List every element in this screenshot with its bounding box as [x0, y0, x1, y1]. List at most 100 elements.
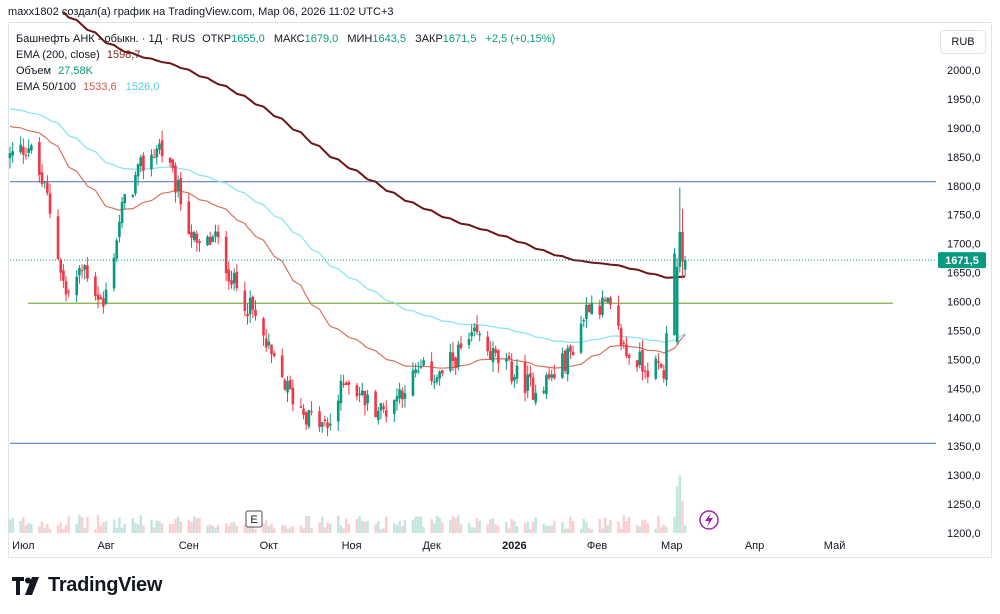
candle-body	[683, 260, 687, 270]
candle	[227, 261, 231, 290]
price-tick-label: 1350,0	[947, 441, 981, 453]
candle	[43, 180, 46, 189]
candle-body	[318, 411, 321, 428]
candle	[318, 406, 321, 432]
candle-body	[310, 411, 313, 413]
candle	[601, 290, 604, 318]
volume-bar	[433, 523, 436, 533]
candle	[280, 348, 284, 378]
candle	[441, 369, 444, 377]
tradingview-logo[interactable]: TradingView	[12, 574, 162, 597]
volume-bar	[582, 518, 585, 533]
candle-body	[224, 236, 228, 274]
candle-body	[379, 403, 383, 411]
candle	[19, 136, 22, 155]
volume-bar	[329, 523, 332, 533]
candle	[553, 364, 556, 380]
ema100-value: 1526,0	[125, 81, 160, 93]
volume-bar	[590, 529, 593, 533]
candle	[118, 214, 121, 243]
price-tick-label: 1450,0	[947, 383, 981, 395]
low-value: 1643,5	[372, 33, 406, 45]
candle	[198, 239, 201, 252]
candle	[515, 358, 519, 384]
candle	[27, 139, 30, 158]
candle	[400, 387, 404, 409]
candle	[473, 322, 476, 337]
candle-body	[280, 355, 284, 378]
high-value: 1679,0	[304, 33, 339, 45]
volume-bar	[681, 500, 684, 533]
candle	[190, 224, 193, 248]
candle-body	[347, 382, 351, 385]
volume-bar	[75, 523, 78, 533]
price-axis[interactable]: 2000,0 1950,0 1900,0 1850,0 1800,0 1750,0 1700…	[947, 65, 981, 540]
candle	[230, 270, 233, 289]
candle	[643, 365, 647, 380]
time-tick-label: Мар	[661, 540, 683, 552]
candle	[142, 152, 145, 180]
volume-bar	[414, 516, 417, 533]
candle-body	[619, 328, 623, 346]
volume-bar	[94, 529, 97, 533]
candle	[376, 406, 380, 425]
candle-body	[534, 392, 538, 403]
candle-body	[174, 165, 177, 193]
volume-bar	[56, 525, 60, 533]
candle	[505, 353, 508, 370]
candle	[489, 341, 492, 361]
volume-bar	[120, 527, 124, 533]
volume-bar	[385, 516, 388, 533]
legend-volume-row[interactable]: Объем 27,58K	[16, 63, 561, 79]
candle	[435, 374, 439, 385]
candle	[355, 383, 359, 401]
volume-bar	[187, 519, 190, 533]
symbol-name[interactable]: Башнефть АНК - обыкн. · 1Д · RUS	[16, 33, 196, 45]
legend-symbol-row[interactable]: Башнефть АНК - обыкн. · 1Д · RUS ОТКР165…	[16, 31, 561, 47]
volume-bar	[99, 525, 102, 533]
volume-bar	[523, 523, 527, 533]
currency-button[interactable]: RUB	[940, 30, 986, 54]
time-axis[interactable]: Июл Авг Сен Окт Ноя Дек 2026 Фев Мар Апр Май	[12, 540, 845, 552]
lightning-alert-icon[interactable]	[699, 510, 719, 530]
legend-ema200-row[interactable]: EMA (200, close) 1598,7	[16, 47, 561, 63]
candle-body	[342, 383, 345, 385]
candle	[510, 353, 513, 385]
candle-body	[22, 146, 25, 155]
volume-bar	[529, 529, 532, 533]
price-tick-label: 1250,0	[947, 499, 981, 511]
earnings-event-icon[interactable]: E	[245, 510, 263, 528]
candle-body	[344, 382, 348, 386]
candle	[75, 269, 79, 302]
volume-bar	[337, 515, 340, 533]
candle	[286, 376, 289, 402]
volume-bar	[64, 525, 68, 533]
candle-body	[678, 232, 682, 267]
time-tick-label: Окт	[260, 540, 279, 552]
candle	[398, 382, 401, 404]
candle	[360, 382, 364, 397]
candle-body	[625, 344, 628, 357]
volume-bar	[48, 529, 52, 533]
candle-body	[152, 157, 156, 159]
time-tick-label: Июл	[12, 540, 34, 552]
candle	[246, 303, 249, 325]
candle-body	[11, 151, 14, 156]
volume-bar	[457, 515, 460, 533]
candle	[56, 209, 60, 260]
candle	[339, 374, 343, 411]
volume-bar	[302, 528, 305, 533]
volume-bar	[208, 524, 212, 533]
legend-ema50100-row[interactable]: EMA 50/100 1533,6 1526,0	[16, 79, 561, 95]
candle-body	[155, 148, 159, 158]
candle	[542, 386, 546, 395]
candle-body	[563, 350, 567, 371]
candle-body	[283, 379, 287, 390]
last-price-badge	[938, 252, 986, 269]
volume-bar	[635, 525, 639, 533]
volume-bar	[470, 527, 473, 533]
volume-bar	[449, 519, 452, 533]
volume-bar	[411, 519, 415, 533]
candle-body	[561, 353, 564, 378]
